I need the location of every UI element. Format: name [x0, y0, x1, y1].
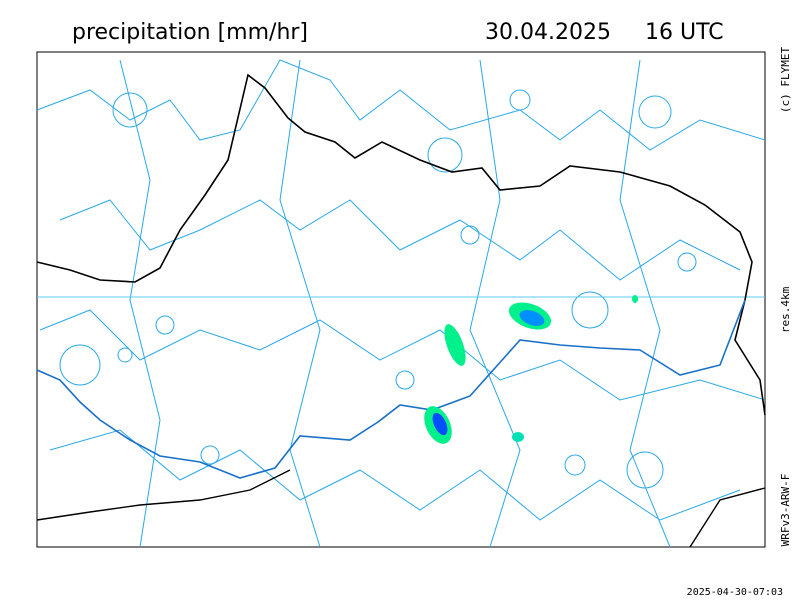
title: precipitation [mm/hr] [72, 20, 308, 45]
date: 30.04.2025 [485, 20, 611, 45]
time: 16 UTC [645, 20, 724, 45]
map-frame [36, 51, 766, 548]
model: WRFv3-ARW-F [779, 474, 792, 547]
border-north [36, 73, 766, 416]
border-other [36, 469, 766, 548]
copyright: (c) FLYMET [779, 47, 792, 114]
border-south [36, 299, 746, 479]
resolution: res.4km [779, 286, 792, 333]
timestamp: 2025-04-30-07:03 [687, 587, 783, 598]
map [36, 51, 766, 548]
precipitation [424, 295, 638, 444]
region-lines [36, 59, 766, 548]
